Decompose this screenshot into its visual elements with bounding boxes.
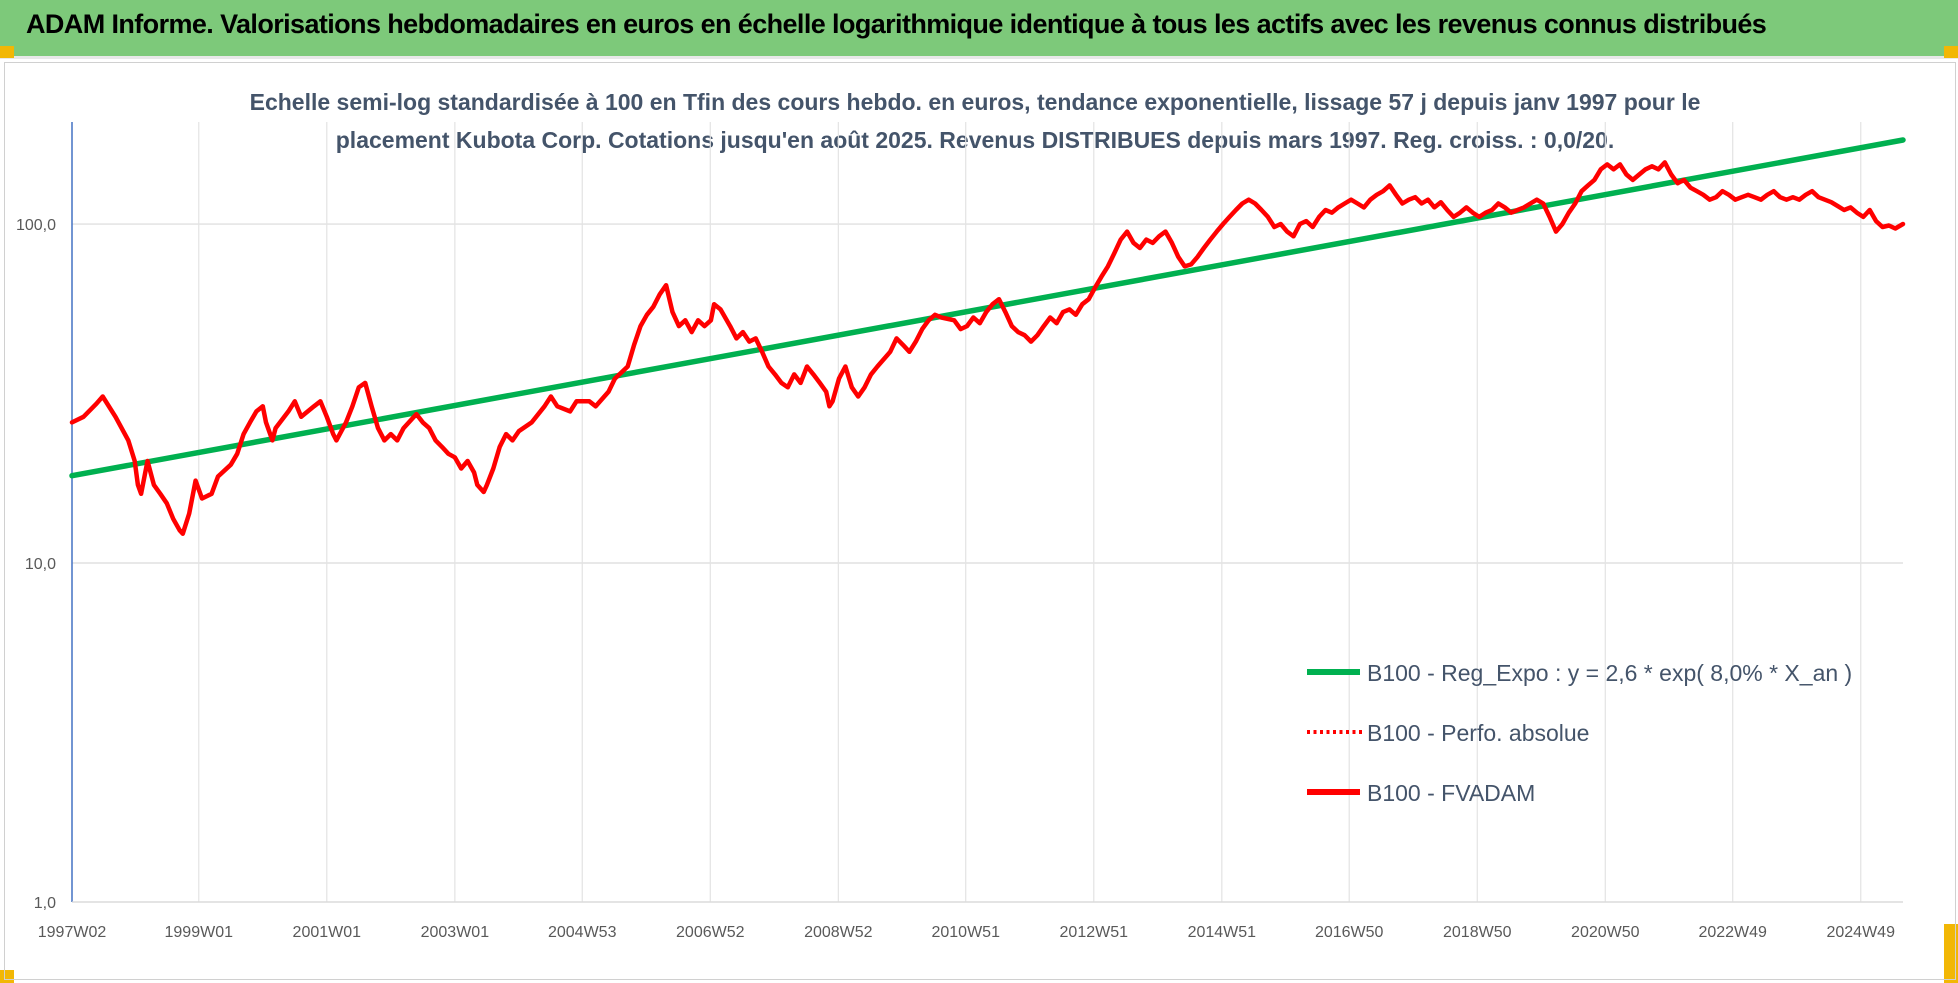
legend-label-reg-expo: B100 - Reg_Expo : y = 2,6 * exp( 8,0% * … [1367, 660, 1852, 686]
tick-labels: 1,0 10,0 100,0 1997W02 1999W01 2001W01 2003W01… [16, 217, 1895, 941]
chart-frame [4, 62, 1956, 980]
x-tick-label-7: 2010W51 [931, 924, 1000, 941]
y-tick-label-2: 100,0 [16, 217, 56, 234]
x-tick-label-4: 2004W53 [548, 924, 617, 941]
series-line-2 [69, 160, 1906, 536]
y-tick-label-0: 1,0 [34, 895, 56, 912]
x-tick-label-14: 2024W49 [1826, 924, 1895, 941]
x-tick-label-13: 2022W49 [1698, 924, 1767, 941]
x-tick-label-12: 2020W50 [1571, 924, 1640, 941]
x-tick-label-10: 2016W50 [1315, 924, 1384, 941]
y-tick-label-1: 10,0 [25, 556, 56, 573]
x-tick-label-3: 2003W01 [421, 924, 490, 941]
chart-title-line-1: Echelle semi-log standardisée à 100 en T… [250, 89, 1701, 115]
corner-marker-top-right [1944, 46, 1958, 58]
x-tick-label-8: 2012W51 [1060, 924, 1129, 941]
grid [72, 122, 1903, 903]
axes [71, 122, 1903, 903]
corner-marker-top-left [0, 46, 14, 58]
x-tick-label-1: 1999W01 [165, 924, 234, 941]
legend-label-fvadam: B100 - FVADAM [1367, 780, 1535, 806]
x-tick-label-5: 2006W52 [676, 924, 745, 941]
legend-label-perfo-absolue: B100 - Perfo. absolue [1367, 720, 1589, 746]
header-bar: ADAM Informe. Valorisations hebdomadaire… [0, 0, 1958, 59]
corner-marker-bottom-right [1944, 924, 1958, 983]
x-tick-label-11: 2018W50 [1443, 924, 1512, 941]
legend: B100 - Reg_Expo : y = 2,6 * exp( 8,0% * … [1307, 660, 1852, 806]
x-tick-label-2: 2001W01 [293, 924, 362, 941]
chart-title-line-2: placement Kubota Corp. Cotations jusqu'e… [336, 127, 1615, 153]
x-tick-label-9: 2014W51 [1188, 924, 1257, 941]
x-tick-label-6: 2008W52 [804, 924, 873, 941]
series-layer [69, 137, 1906, 536]
x-tick-label-0: 1997W02 [38, 924, 107, 941]
page-title: ADAM Informe. Valorisations hebdomadaire… [26, 9, 1767, 39]
